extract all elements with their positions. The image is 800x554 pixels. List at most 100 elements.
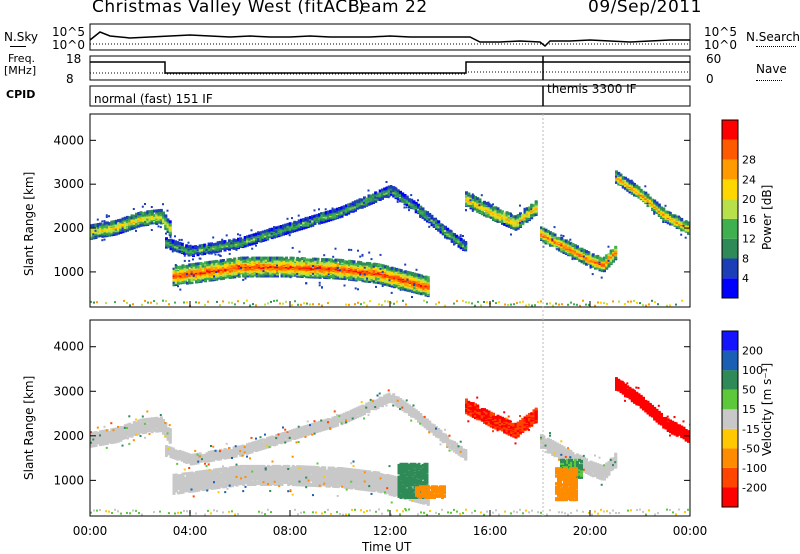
power-scatter-cell bbox=[471, 209, 474, 212]
velocity-scatter-cell bbox=[132, 439, 135, 442]
power-echo-band-4-cell bbox=[582, 257, 586, 261]
power-echo-band-1-cell bbox=[286, 230, 290, 234]
power-echo-band-1-cell bbox=[277, 233, 281, 236]
power-ground-scatter-cell bbox=[348, 303, 350, 306]
velocity-echo-band-0-cell bbox=[112, 431, 116, 435]
power-echo-band-2-cell bbox=[393, 269, 396, 273]
power-scatter-cell bbox=[453, 233, 455, 236]
power-echo-band-1-cell bbox=[450, 232, 454, 236]
power-echo-band-1-cell bbox=[284, 223, 288, 227]
power-echo-band-4-cell bbox=[555, 236, 559, 240]
power-echo-band-2-cell bbox=[300, 257, 304, 261]
power-echo-band-2-cell bbox=[280, 258, 284, 262]
power-echo-band-5-cell bbox=[619, 176, 623, 180]
power-echo-band-2-cell bbox=[426, 278, 430, 282]
power-echo-band-3-cell bbox=[532, 206, 536, 210]
power-echo-band-3-cell bbox=[471, 194, 475, 198]
power-echo-band-3-cell bbox=[521, 213, 525, 217]
power-scatter-cell bbox=[217, 253, 220, 256]
power-echo-band-2-cell bbox=[363, 264, 367, 268]
power-scatter-cell bbox=[662, 221, 665, 223]
power-echo-band-1-cell bbox=[426, 219, 429, 223]
power-echo-band-1-cell bbox=[180, 242, 184, 246]
power-echo-band-2-cell bbox=[359, 276, 363, 280]
power-scatter-cell bbox=[487, 201, 490, 204]
power-scatter-cell bbox=[171, 250, 174, 253]
power-ground-scatter-cell bbox=[576, 303, 578, 306]
power-echo-band-1-cell bbox=[381, 190, 384, 194]
power-echo-band-2-cell bbox=[237, 264, 241, 268]
power-echo-band-3-cell bbox=[469, 204, 473, 208]
power-ground-scatter-cell bbox=[183, 301, 185, 304]
power-echo-band-0-cell bbox=[162, 213, 165, 217]
power-echo-band-1-cell bbox=[232, 245, 236, 249]
power-scatter-cell bbox=[478, 204, 481, 207]
power-echo-band-2-cell bbox=[222, 275, 225, 279]
power-scatter-cell bbox=[363, 273, 366, 276]
power-echo-band-2-cell bbox=[208, 265, 212, 268]
power-echo-band-1-cell bbox=[196, 251, 200, 255]
power-echo-band-0-cell bbox=[117, 231, 120, 235]
velocity-echo-band-0-cell bbox=[123, 424, 127, 428]
power-scatter-cell bbox=[232, 238, 235, 241]
power-echo-band-5-cell bbox=[648, 196, 652, 200]
power-echo-band-2-cell bbox=[343, 275, 347, 278]
velocity-echo-band-0-cell bbox=[117, 429, 120, 433]
power-echo-band-3-cell bbox=[485, 201, 489, 205]
velocity-echo-band-0-cell bbox=[128, 422, 132, 426]
power-scatter-cell bbox=[244, 277, 247, 280]
power-scatter-cell bbox=[519, 204, 521, 207]
power-echo-band-1-cell bbox=[403, 196, 407, 200]
power-echo-band-0-cell bbox=[146, 215, 150, 219]
power-echo-band-3-cell bbox=[469, 196, 473, 200]
power-echo-band-2-cell bbox=[264, 258, 268, 262]
power-echo-band-3-cell bbox=[507, 223, 511, 227]
power-scatter-cell bbox=[388, 285, 391, 287]
power-scatter-cell bbox=[119, 218, 122, 221]
power-ground-scatter-cell bbox=[276, 299, 278, 302]
power-ground-scatter-cell bbox=[444, 304, 446, 307]
power-echo-band-0-cell bbox=[137, 212, 141, 215]
velocity-scatter-cell bbox=[112, 429, 115, 432]
power-echo-band-0-cell bbox=[135, 212, 138, 216]
power-echo-band-2-cell bbox=[224, 260, 228, 264]
power-echo-band-1-cell bbox=[223, 240, 227, 244]
power-echo-band-2-cell bbox=[237, 271, 241, 275]
velocity-echo-band-0-cell bbox=[126, 436, 129, 440]
power-ground-scatter-cell bbox=[423, 299, 425, 302]
power-ground-scatter-cell bbox=[105, 302, 107, 305]
power-scatter-cell bbox=[446, 237, 449, 240]
power-echo-band-1-cell bbox=[381, 196, 384, 200]
power-echo-band-1-cell bbox=[342, 205, 346, 209]
power-scatter-cell bbox=[459, 234, 462, 237]
power-echo-band-2-cell bbox=[280, 256, 284, 260]
power-echo-band-2-cell bbox=[357, 275, 360, 279]
power-echo-band-3-cell bbox=[471, 198, 475, 201]
power-echo-band-1-cell bbox=[378, 192, 382, 196]
power-echo-band-3-cell bbox=[525, 207, 529, 211]
power-echo-band-2-cell bbox=[204, 266, 207, 270]
power-echo-band-1-cell bbox=[198, 248, 202, 252]
power-echo-band-1-cell bbox=[291, 229, 294, 233]
power-ground-scatter-cell bbox=[123, 299, 125, 302]
power-scatter-cell bbox=[370, 258, 373, 261]
power-scatter-cell bbox=[480, 194, 483, 197]
power-echo-band-2-cell bbox=[235, 263, 239, 267]
power-scatter-cell bbox=[312, 265, 314, 267]
power-echo-band-0-cell bbox=[168, 230, 172, 234]
power-echo-band-1-cell bbox=[212, 243, 216, 247]
power-echo-band-2-cell bbox=[294, 258, 297, 262]
power-scatter-cell bbox=[239, 238, 242, 241]
power-echo-band-5-cell bbox=[642, 193, 645, 197]
power-echo-band-1-cell bbox=[183, 246, 186, 250]
power-echo-band-4-cell bbox=[573, 244, 577, 248]
power-echo-band-2-cell bbox=[368, 275, 372, 279]
power-echo-band-1-cell bbox=[189, 245, 193, 249]
velocity-echo-band-0-cell bbox=[103, 429, 107, 433]
power-scatter-cell bbox=[350, 248, 353, 251]
power-echo-band-5-cell bbox=[630, 181, 634, 185]
power-echo-band-3-cell bbox=[492, 206, 495, 210]
nsearch-label: N.Search bbox=[746, 30, 800, 44]
power-scatter-cell bbox=[108, 215, 110, 218]
power-ground-scatter-cell bbox=[405, 303, 407, 306]
